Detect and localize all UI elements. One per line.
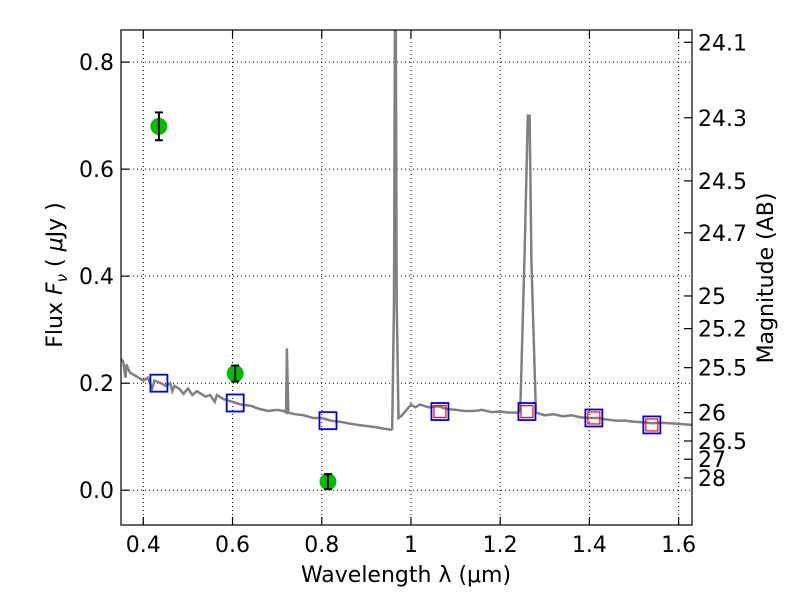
model-flux-square <box>430 402 450 421</box>
model-flux-square <box>584 408 604 428</box>
y-left-unit: Jy ) <box>43 202 68 239</box>
y-left-mu: μ <box>43 237 68 252</box>
right-tick-label: 24.5 <box>698 170 747 195</box>
y-tick-label: 0.4 <box>79 265 114 290</box>
x-tick-label: 1.2 <box>483 533 518 558</box>
y-axis-right-title: Magnitude (AB) <box>754 193 779 364</box>
grid-layer <box>121 30 692 525</box>
x-tick-label: 1.6 <box>661 533 696 558</box>
x-tick-label: 0.4 <box>126 533 161 558</box>
y-tick-label: 0.8 <box>79 51 114 76</box>
model-flux-square-ir <box>645 418 659 432</box>
right-tick-label: 26.5 <box>698 430 747 455</box>
model-flux-square <box>318 411 338 431</box>
y-tick-label: 0.2 <box>79 372 114 397</box>
x-tick-label: 1.4 <box>572 533 607 558</box>
y-axis-left-title: Flux Fν ( μJy ) <box>43 202 71 347</box>
y-left-var: F <box>43 282 68 295</box>
model-spectrum-line <box>121 30 692 432</box>
y-left-sub: ν <box>53 274 71 282</box>
model-flux-square-ir <box>433 404 447 419</box>
right-tick-label: 27 <box>698 448 726 473</box>
plot-frame <box>120 29 693 526</box>
right-tick-label: 28 <box>698 467 726 492</box>
y-left-prefix: Flux <box>43 295 68 348</box>
right-tick-label: 24.7 <box>698 222 747 247</box>
right-tick-label: 25.2 <box>698 318 747 343</box>
model-flux-square <box>149 373 169 393</box>
right-tick-label: 24.1 <box>698 31 747 56</box>
x-tick-label: 0.8 <box>304 533 339 558</box>
right-tick-label: 24.3 <box>698 107 747 132</box>
model-flux-square-ir <box>520 404 534 419</box>
right-tick-label: 25.5 <box>698 357 747 382</box>
model-flux-square-ir <box>587 411 601 425</box>
y-left-mid: ( <box>43 251 68 274</box>
model-flux-square <box>642 415 662 435</box>
x-tick-label: 0.6 <box>215 533 250 558</box>
series-layer <box>121 30 692 491</box>
model-flux-square <box>225 393 245 413</box>
y-tick-label: 0.0 <box>79 479 114 504</box>
right-tick-label: 26 <box>698 402 726 427</box>
y-tick-label: 0.6 <box>79 158 114 183</box>
model-flux-square <box>517 402 537 421</box>
x-axis-title: Wavelength λ (μm) <box>301 563 511 588</box>
axes-layer: 0.4 0.6 0.8 1 1.2 1.4 1.6 0.0 0.2 0.4 0.6 0.8 24.1 24… <box>79 29 747 558</box>
x-tick-label: 1 <box>404 533 418 558</box>
right-tick-label: 25 <box>698 285 726 310</box>
